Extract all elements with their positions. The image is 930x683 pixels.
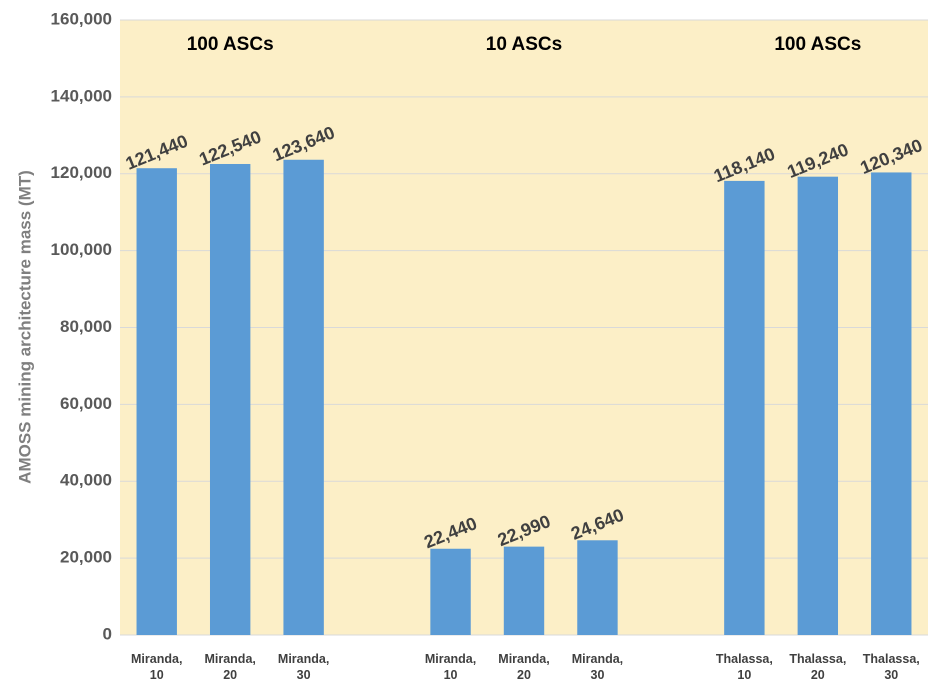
category-labels: Miranda, 10 Miranda, 20 Miranda, 30 Miranda, 10… xyxy=(131,652,920,682)
group-label: 100 ASCs xyxy=(187,34,274,55)
y-tick-label: 100,000 xyxy=(51,240,112,259)
y-tick-label: 160,000 xyxy=(51,9,112,28)
bar xyxy=(136,168,177,635)
x-tick-label: Thalassa, 20 xyxy=(789,652,846,682)
bar xyxy=(430,548,471,635)
y-axis-ticks: 0 20,000 40,000 60,000 80,000 100,000 120,000 1… xyxy=(51,9,112,643)
x-tick-label: Miranda, 30 xyxy=(572,652,623,682)
bar xyxy=(724,180,765,636)
x-tick-label: Thalassa, 10 xyxy=(716,652,773,682)
bars xyxy=(136,159,912,636)
x-tick-label: Thalassa, 30 xyxy=(863,652,920,682)
y-tick-label: 80,000 xyxy=(60,317,112,336)
gridlines xyxy=(120,19,928,636)
y-tick-label: 40,000 xyxy=(60,471,112,490)
bar xyxy=(209,163,251,635)
bar xyxy=(283,159,324,636)
x-tick-label: Miranda, 10 xyxy=(425,652,476,682)
group-label: 100 ASCs xyxy=(774,34,861,55)
group-labels: 100 ASCs 10 ASCs 100 ASCs xyxy=(187,34,862,55)
x-tick-label: Miranda, 20 xyxy=(498,652,549,682)
y-tick-label: 120,000 xyxy=(51,163,112,182)
y-tick-label: 60,000 xyxy=(60,394,112,413)
y-axis-label: AMOSS mining architecture mass (MT) xyxy=(15,170,34,484)
y-tick-label: 140,000 xyxy=(51,86,112,105)
x-tick-label: Miranda, 20 xyxy=(204,652,255,682)
x-tick-label: Miranda, 10 xyxy=(131,652,182,682)
bar xyxy=(503,546,545,635)
group-label: 10 ASCs xyxy=(486,34,562,55)
x-tick-label: Miranda, 30 xyxy=(278,652,329,682)
bar xyxy=(871,172,912,636)
bar xyxy=(577,540,618,635)
bar xyxy=(797,176,839,635)
y-tick-label: 20,000 xyxy=(60,548,112,567)
y-tick-label: 0 xyxy=(103,624,112,643)
